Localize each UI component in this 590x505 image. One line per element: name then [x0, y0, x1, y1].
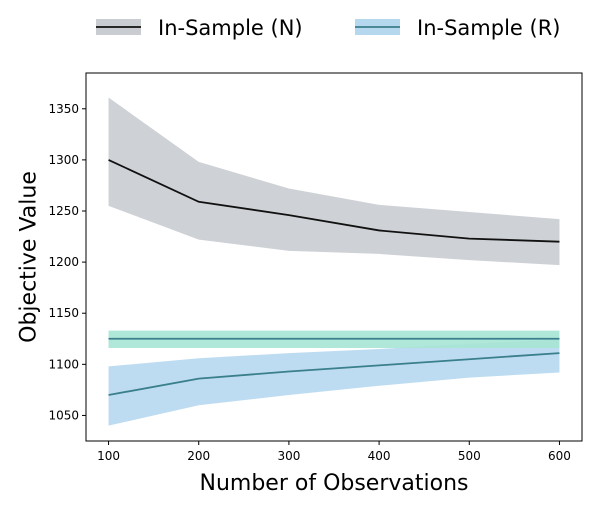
y-tick-label: 1100 [48, 357, 79, 371]
y-tick-label: 1350 [48, 102, 79, 116]
x-tick-label: 300 [277, 449, 300, 463]
line-series-1 [108, 159, 560, 243]
y-tick-label: 1250 [48, 204, 79, 218]
y-axis-title: Objective Value [17, 171, 42, 343]
band-series-1 [108, 97, 560, 266]
x-axis-ticks: 100 200 300 400 500 600 [97, 441, 571, 463]
legend: In-Sample (N) In-Sample (R) [96, 16, 560, 40]
x-tick-label: 500 [458, 449, 481, 463]
y-tick-label: 1300 [48, 153, 79, 167]
x-tick-label: 400 [368, 449, 391, 463]
x-tick-label: 100 [97, 449, 120, 463]
series-lines [108, 159, 560, 396]
y-tick-label: 1050 [48, 408, 79, 422]
y-tick-label: 1150 [48, 306, 79, 320]
y-tick-label: 1200 [48, 255, 79, 269]
confidence-bands [108, 97, 560, 426]
plot-frame [85, 72, 583, 442]
y-axis-ticks: 1050 1100 1150 1200 1250 1300 1350 [48, 102, 86, 422]
x-tick-label: 200 [187, 449, 210, 463]
x-axis-title: Number of Observations [200, 471, 469, 496]
legend-label: In-Sample (R) [417, 16, 560, 40]
legend-label: In-Sample (N) [158, 16, 303, 40]
x-tick-label: 600 [548, 449, 571, 463]
line-series-2 [108, 352, 560, 396]
